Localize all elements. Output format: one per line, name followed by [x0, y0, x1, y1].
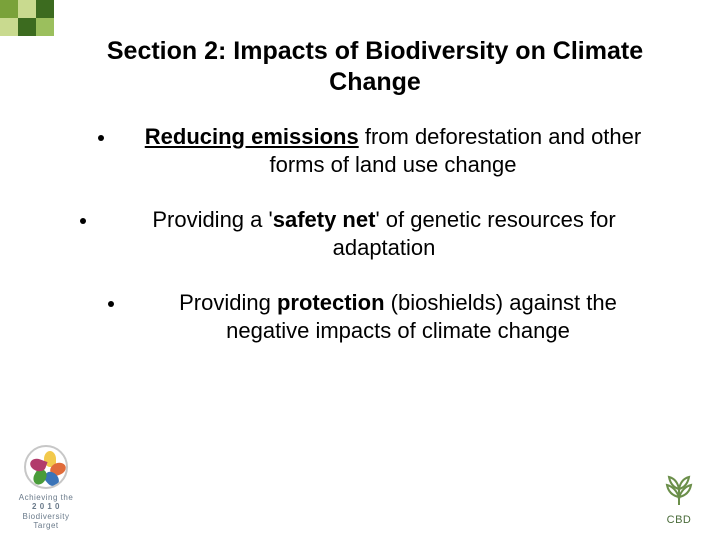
bullet-item: Providing a 'safety net' of genetic reso… — [80, 206, 660, 263]
logo-left-caption: Achieving the 2 0 1 0 Biodiversity Targe… — [14, 493, 78, 530]
slide-title: Section 2: Impacts of Biodiversity on Cl… — [0, 0, 720, 99]
decoration-block — [0, 18, 18, 36]
bullet-dot-icon — [98, 135, 104, 141]
logo-cbd: CBD — [656, 467, 702, 526]
bullet-dot-icon — [108, 301, 114, 307]
bullet-list: Reducing emissions from deforestation an… — [0, 99, 720, 347]
bullet-item: Providing protection (bioshields) agains… — [80, 289, 660, 346]
bullet-text: Reducing emissions from deforestation an… — [126, 123, 660, 180]
leaf-icon — [659, 467, 699, 507]
decoration-block — [36, 18, 54, 36]
bullet-text: Providing a 'safety net' of genetic reso… — [108, 206, 660, 263]
decoration-block — [18, 0, 36, 18]
logo-right-label: CBD — [656, 514, 702, 526]
decoration-block — [36, 0, 54, 18]
globe-flower-icon — [24, 445, 68, 489]
logo-left-line1: Achieving the — [14, 493, 78, 502]
logo-left-line4: Target — [14, 521, 78, 530]
decoration-block — [0, 0, 18, 18]
decoration-block — [18, 18, 36, 36]
bullet-dot-icon — [80, 218, 86, 224]
bullet-text: Providing protection (bioshields) agains… — [136, 289, 660, 346]
logo-left-line2: 2 0 1 0 — [14, 502, 78, 511]
bullet-item: Reducing emissions from deforestation an… — [80, 123, 660, 180]
logo-biodiversity-2010: Achieving the 2 0 1 0 Biodiversity Targe… — [14, 445, 78, 530]
logo-left-line3: Biodiversity — [14, 512, 78, 521]
